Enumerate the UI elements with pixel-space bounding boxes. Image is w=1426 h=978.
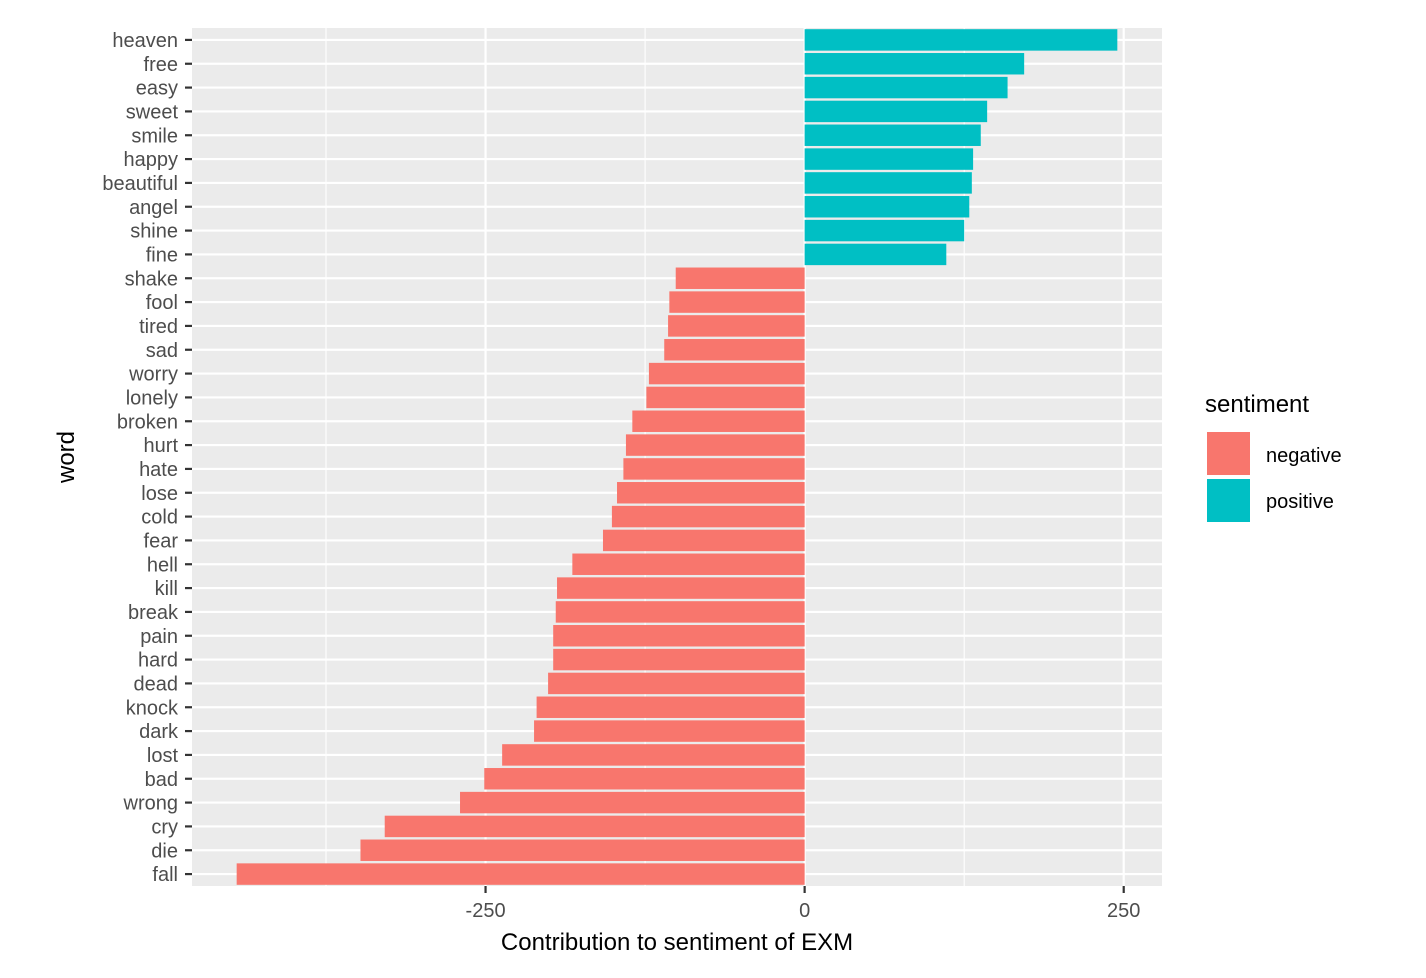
y-tick-label: angel [129, 197, 178, 219]
y-tick-label: lost [147, 745, 179, 767]
y-tick-label: sad [146, 340, 178, 362]
legend-label-negative: negative [1266, 445, 1342, 467]
legend-key-negative [1207, 432, 1250, 475]
y-tick-label: hell [147, 554, 178, 576]
bar-die [360, 839, 805, 861]
y-tick-label: easy [136, 78, 178, 100]
plot-panel [192, 28, 1162, 886]
y-tick-label: fall [152, 864, 178, 886]
y-tick-label: hurt [144, 435, 179, 457]
y-tick-label: shine [130, 221, 178, 243]
x-tick-label: 0 [799, 900, 810, 922]
x-tick-label: 250 [1107, 900, 1140, 922]
y-tick-label: die [151, 840, 178, 862]
bar-cry [384, 815, 805, 838]
legend: sentiment negative positive [1205, 391, 1342, 522]
y-tick-label: worry [128, 364, 178, 386]
y-tick-label: break [128, 602, 179, 624]
bar-hurt [625, 434, 805, 456]
y-tick-label: shake [125, 268, 178, 290]
y-tick-label: dead [134, 673, 179, 695]
bar-smile [804, 124, 981, 146]
bar-broken [632, 410, 805, 432]
bar-knock [536, 696, 805, 718]
bar-worry [648, 362, 805, 385]
bar-free [804, 53, 1025, 75]
bar-heaven [804, 29, 1118, 51]
y-tick-label: sweet [126, 101, 179, 123]
bar-bad [484, 768, 805, 790]
y-tick-label: fool [146, 292, 178, 314]
x-axis: -250 0 250 [466, 886, 1140, 922]
x-axis-title: Contribution to sentiment of EXM [501, 929, 853, 956]
y-axis-title: word [53, 431, 80, 484]
y-tick-label: smile [131, 125, 178, 147]
bars-group [236, 29, 1118, 885]
bar-lose [617, 482, 805, 504]
bar-fool [669, 291, 805, 313]
y-tick-label: broken [117, 411, 178, 433]
y-tick-label: heaven [112, 30, 178, 52]
bar-pain [553, 625, 805, 647]
bar-fine [804, 243, 947, 266]
x-tick-label: -250 [466, 900, 506, 922]
y-tick-label: tired [139, 316, 178, 338]
bar-break [555, 601, 805, 623]
bar-tired [668, 315, 805, 337]
y-tick-label: knock [126, 697, 179, 719]
legend-label-positive: positive [1266, 491, 1334, 513]
y-tick-label: cold [141, 507, 178, 529]
bar-sad [664, 339, 805, 361]
bar-dead [548, 672, 805, 695]
bar-fall [236, 863, 805, 885]
y-tick-label: hard [138, 650, 178, 672]
bar-cold [611, 505, 805, 528]
y-tick-label: lonely [126, 387, 178, 409]
y-tick-label: bad [145, 769, 178, 791]
bar-wrong [460, 791, 805, 814]
bar-lonely [646, 386, 805, 409]
y-tick-label: cry [151, 816, 178, 838]
bar-fear [602, 529, 805, 552]
y-tick-label: pain [140, 626, 178, 648]
y-tick-label: wrong [123, 793, 178, 815]
y-axis: heavenfreeeasysweetsmilehappybeautifulan… [102, 30, 192, 886]
bar-kill [557, 577, 805, 599]
legend-title: sentiment [1205, 391, 1309, 418]
bar-sweet [804, 100, 988, 123]
y-tick-label: free [144, 54, 178, 76]
grid-minor-lines [325, 28, 965, 886]
bar-hate [623, 458, 805, 480]
y-tick-label: happy [124, 149, 179, 171]
bar-beautiful [804, 172, 972, 194]
bar-easy [804, 76, 1008, 99]
y-tick-label: lose [141, 483, 178, 505]
y-tick-label: dark [139, 721, 179, 743]
bar-hell [572, 553, 805, 575]
bar-dark [534, 720, 805, 742]
y-tick-label: beautiful [102, 173, 178, 195]
legend-key-positive [1207, 479, 1250, 522]
bar-shake [675, 267, 805, 289]
bar-happy [804, 148, 974, 170]
y-tick-label: kill [155, 578, 178, 600]
y-tick-label: fine [146, 244, 178, 266]
bar-shine [804, 219, 965, 242]
bar-angel [804, 196, 970, 218]
y-tick-label: fear [144, 530, 179, 552]
y-tick-label: hate [139, 459, 178, 481]
bar-lost [502, 744, 805, 766]
bar-hard [553, 648, 805, 671]
